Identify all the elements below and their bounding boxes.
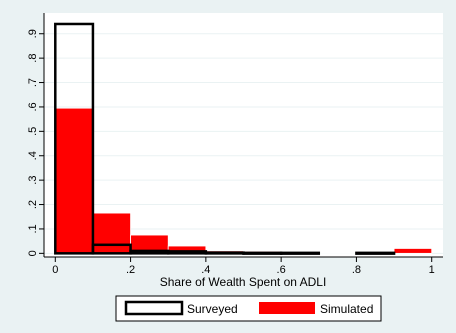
axes bbox=[43, 13, 443, 258]
surveyed-bar bbox=[279, 251, 321, 255]
legend-box bbox=[115, 295, 382, 322]
y-tick-label: .7 bbox=[27, 78, 39, 87]
y-tick-label: .4 bbox=[27, 151, 39, 160]
surveyed-bar bbox=[91, 243, 132, 255]
simulated-bar bbox=[318, 252, 357, 254]
simulated-bar bbox=[54, 107, 94, 254]
y-tick-label: .9 bbox=[27, 29, 39, 38]
x-tick-label: 1 bbox=[429, 264, 435, 276]
y-tick-label: .8 bbox=[27, 54, 39, 63]
x-tick-label: .4 bbox=[201, 264, 210, 276]
y-tick-label: .5 bbox=[27, 127, 39, 136]
y-tick-label: .3 bbox=[27, 176, 39, 185]
legend-key-surveyed bbox=[124, 300, 184, 316]
y-tick-label: .1 bbox=[27, 224, 39, 233]
y-tick-label: 0 bbox=[27, 250, 39, 256]
surveyed-bar bbox=[242, 251, 283, 255]
y-tick-label: .6 bbox=[27, 102, 39, 111]
x-tick-label: .6 bbox=[277, 264, 286, 276]
x-ticks: 0 .2 .4 .6 .8 1 bbox=[52, 257, 435, 276]
surveyed-bar bbox=[166, 250, 208, 255]
y-tick-label: .2 bbox=[27, 200, 39, 209]
x-tick-label: .2 bbox=[126, 264, 135, 276]
legend-key-simulated bbox=[259, 302, 315, 314]
surveyed-bar bbox=[129, 249, 170, 255]
surveyed-bars bbox=[54, 22, 396, 255]
simulated-bar bbox=[92, 212, 131, 254]
surveyed-bar bbox=[355, 251, 396, 255]
grid-layer bbox=[44, 33, 443, 254]
x-tick-label: 0 bbox=[52, 264, 58, 276]
simulated-bars bbox=[54, 107, 433, 254]
legend-label-simulated: Simulated bbox=[320, 302, 373, 316]
surveyed-bar bbox=[204, 251, 245, 255]
x-axis-title: Share of Wealth Spent on ADLI bbox=[160, 275, 327, 289]
simulated-bar bbox=[393, 248, 433, 254]
legend: Surveyed Simulated bbox=[115, 295, 382, 322]
legend-label-surveyed: Surveyed bbox=[187, 302, 238, 316]
y-ticks: 0 .1 .2 .3 .4 .5 .6 .7 .8 .9 bbox=[27, 29, 44, 256]
x-tick-label: .8 bbox=[352, 264, 361, 276]
surveyed-bar bbox=[54, 22, 95, 255]
